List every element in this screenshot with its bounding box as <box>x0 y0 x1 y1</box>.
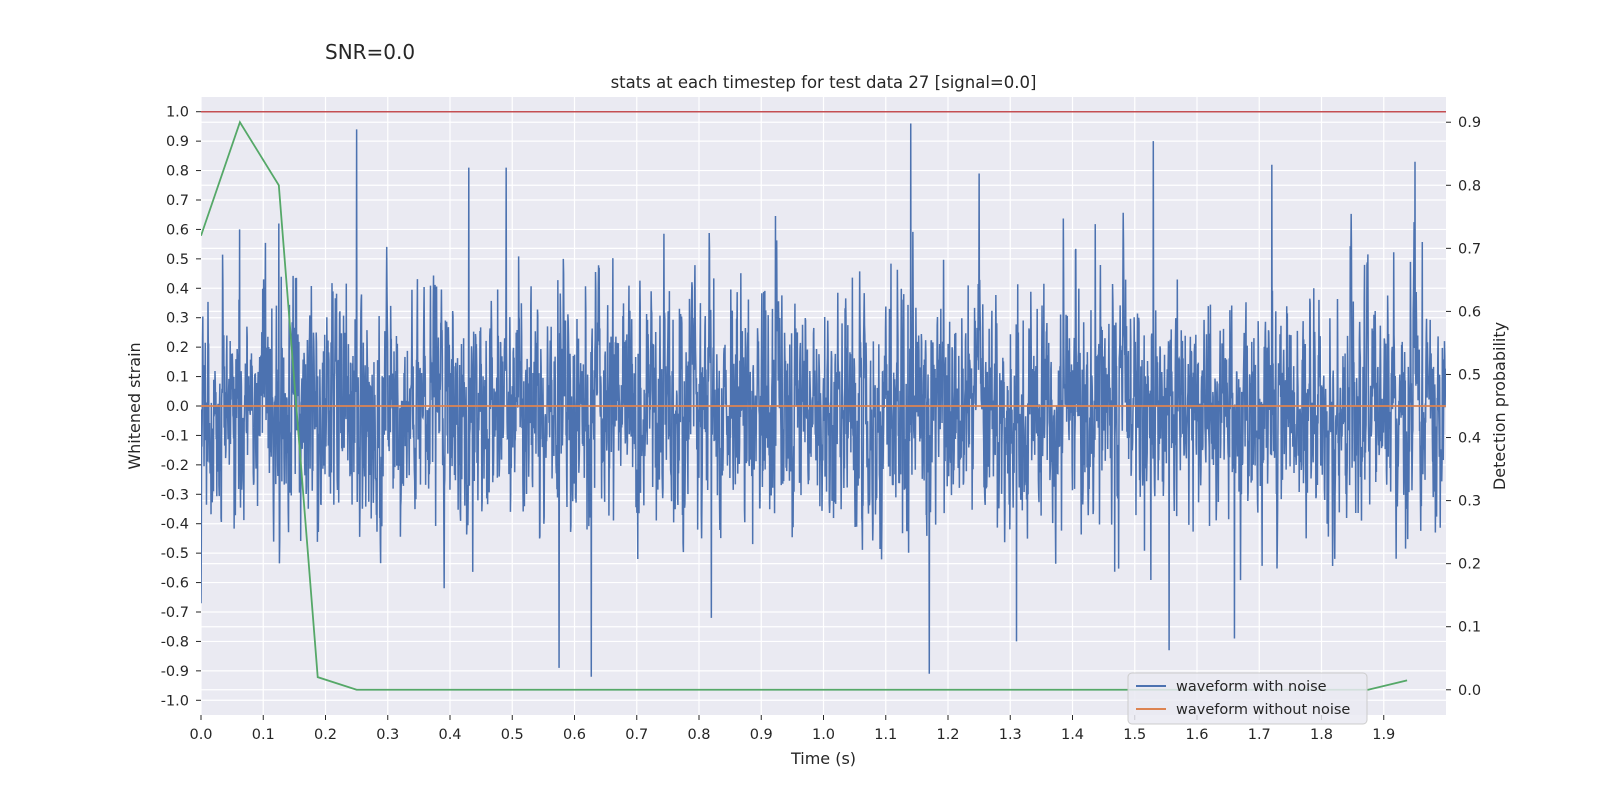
x-tick-label: 1.9 <box>1372 727 1395 743</box>
x-tick-label: 1.8 <box>1310 727 1333 743</box>
y-tick-label: 0.3 <box>166 311 189 327</box>
x-tick-label: 1.0 <box>812 727 835 743</box>
x-tick-label: 0.7 <box>625 727 648 743</box>
y-tick-label: 1.0 <box>166 105 189 121</box>
x-tick-label: 1.5 <box>1123 727 1146 743</box>
y-tick-label: 0.2 <box>166 340 189 356</box>
x-tick-label: 0.0 <box>189 727 212 743</box>
chart-title: stats at each timestep for test data 27 … <box>611 73 1037 92</box>
y2-tick-label: 0.4 <box>1458 431 1481 447</box>
y2-tick-label: 0.0 <box>1458 683 1481 699</box>
y-tick-label: -0.4 <box>161 517 189 533</box>
legend-label: waveform with noise <box>1176 679 1327 695</box>
y-tick-label: -1.0 <box>161 693 189 709</box>
x-tick-label: 1.1 <box>874 727 897 743</box>
y2-tick-label: 0.1 <box>1458 620 1481 636</box>
x-tick-label: 0.8 <box>687 727 710 743</box>
y-tick-label: 0.0 <box>166 399 189 415</box>
y2-axis-label: Detection probability <box>1490 322 1509 490</box>
y-tick-label: -0.1 <box>161 428 189 444</box>
y-tick-label: -0.9 <box>161 664 189 680</box>
y2-tick-label: 0.9 <box>1458 115 1481 131</box>
legend-label: waveform without noise <box>1176 702 1350 718</box>
y-tick-label: -0.8 <box>161 634 189 650</box>
y-tick-label: 0.6 <box>166 222 189 238</box>
x-tick-label: 0.9 <box>750 727 773 743</box>
y2-tick-label: 0.7 <box>1458 241 1481 257</box>
y2-tick-label: 0.2 <box>1458 557 1481 573</box>
y-tick-label: 0.9 <box>166 134 189 150</box>
y2-tick-label: 0.6 <box>1458 304 1481 320</box>
y-tick-label: -0.2 <box>161 458 189 474</box>
x-tick-label: 1.7 <box>1248 727 1271 743</box>
suptitle: SNR=0.0 <box>325 40 415 64</box>
y2-tick-label: 0.5 <box>1458 367 1481 383</box>
legend: waveform with noise waveform without nois… <box>1128 673 1367 724</box>
x-tick-label: 1.3 <box>999 727 1022 743</box>
x-axis-label: Time (s) <box>790 749 856 768</box>
x-tick-label: 0.3 <box>376 727 399 743</box>
y-tick-label: -0.3 <box>161 487 189 503</box>
y-tick-label: 0.1 <box>166 370 189 386</box>
x-tick-label: 1.6 <box>1185 727 1208 743</box>
y-tick-label: 0.7 <box>166 193 189 209</box>
x-tick-label: 0.6 <box>563 727 586 743</box>
x-tick-label: 0.5 <box>501 727 524 743</box>
y-tick-label: 0.5 <box>166 252 189 268</box>
x-tick-label: 1.2 <box>936 727 959 743</box>
x-tick-label: 1.4 <box>1061 727 1084 743</box>
y-tick-label: 0.8 <box>166 164 189 180</box>
y2-tick-label: 0.8 <box>1458 178 1481 194</box>
x-tick-label: 0.1 <box>252 727 275 743</box>
y-axis-label: Whitened strain <box>125 342 144 469</box>
y-tick-label: -0.5 <box>161 546 189 562</box>
y-tick-label: -0.7 <box>161 605 189 621</box>
x-tick-label: 0.2 <box>314 727 337 743</box>
y-tick-label: -0.6 <box>161 576 189 592</box>
y2-tick-label: 0.3 <box>1458 494 1481 510</box>
x-tick-label: 0.4 <box>438 727 461 743</box>
y-tick-label: 0.4 <box>166 281 189 297</box>
